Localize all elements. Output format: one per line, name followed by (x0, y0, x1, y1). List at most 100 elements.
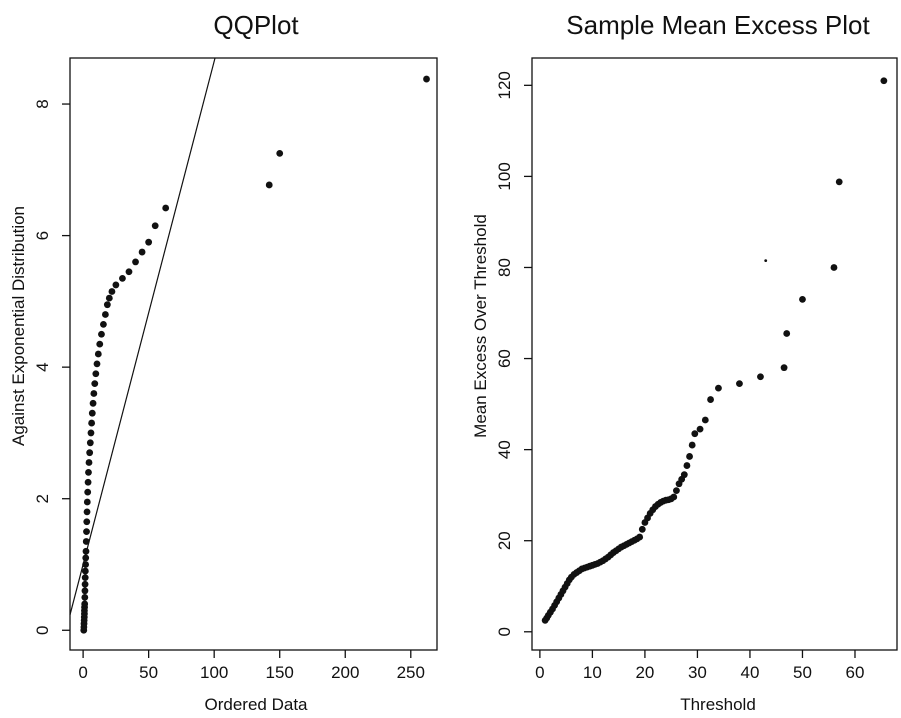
qq-data-point (119, 274, 126, 282)
qq-data-point (82, 547, 90, 555)
qq-plot-frame (69, 57, 438, 651)
mean-excess-data-point (736, 380, 743, 387)
mean-excess-data-point (764, 259, 768, 263)
mean-excess-data-point (757, 373, 764, 381)
mean-excess-data-point (636, 533, 644, 541)
qq-data-point (84, 488, 92, 496)
qq-data-point (125, 268, 133, 276)
mean-excess-plot-y-axis-label: Mean Excess Over Threshold (471, 214, 490, 438)
mean-excess-x-tick-label: 10 (583, 663, 602, 682)
mean-excess-y-tick-label: 60 (495, 349, 514, 368)
qq-data-point (265, 181, 273, 189)
qq-data-point (81, 600, 89, 608)
mean-excess-data-point (707, 396, 714, 403)
mean-excess-x-tick-label: 40 (740, 663, 759, 682)
qq-data-point (85, 469, 92, 476)
qq-data-point (105, 294, 113, 302)
mean-excess-y-tick-label: 120 (495, 71, 514, 99)
mean-excess-data-point (638, 525, 646, 533)
mean-excess-y-tick-label: 0 (495, 627, 514, 636)
qq-y-tick-label: 0 (33, 626, 52, 635)
qq-data-point (83, 528, 90, 535)
qq-data-point (96, 340, 104, 348)
qq-plot: QQPlot 0 50 100 150 200 250 0 2 4 6 8 Ordered Data… (9, 10, 438, 714)
mean-excess-data-point (830, 264, 838, 271)
mean-excess-x-tick-label: 60 (846, 663, 865, 682)
mean-excess-x-tick-label: 20 (635, 663, 654, 682)
qq-data-point (81, 580, 89, 588)
qq-x-tick-label: 250 (397, 663, 425, 682)
mean-excess-data-point (683, 462, 691, 469)
qq-data-point (82, 561, 89, 568)
qq-data-point (89, 399, 97, 407)
mean-excess-x-tick-label: 30 (688, 663, 707, 682)
qq-data-point (151, 222, 159, 230)
mean-excess-data-point (688, 441, 696, 449)
qq-data-point (98, 330, 105, 338)
qq-data-point (101, 311, 109, 318)
qq-data-point (93, 360, 101, 368)
qq-y-tick-label: 8 (33, 99, 52, 108)
qq-data-point (81, 574, 89, 582)
mean-excess-data-point (680, 471, 688, 479)
mean-excess-plot-title: Sample Mean Excess Plot (566, 10, 870, 40)
qq-data-point (276, 149, 284, 157)
mean-excess-data-point (696, 425, 704, 433)
qq-data-point (103, 301, 111, 309)
qq-x-tick-label: 200 (331, 663, 359, 682)
qq-y-tick-label: 6 (33, 231, 52, 240)
qq-data-point (423, 75, 430, 83)
mean-excess-y-tick-label: 20 (495, 531, 514, 550)
qq-data-point (112, 281, 120, 289)
qq-y-tick-label: 2 (33, 494, 52, 503)
qq-data-point (145, 238, 153, 246)
mean-excess-data-point (780, 364, 788, 372)
qq-data-point (162, 204, 170, 212)
mean-excess-data-point (783, 330, 791, 337)
qq-data-point (87, 429, 95, 437)
qq-data-point (88, 409, 96, 417)
mean-excess-plot-x-axis-label: Threshold (680, 695, 756, 714)
qq-data-point (83, 518, 91, 526)
qq-plot-title: QQPlot (213, 10, 299, 40)
qq-data-point (83, 508, 91, 516)
qq-data-point (86, 449, 94, 457)
qq-data-point (83, 498, 91, 506)
qq-x-tick-label: 0 (78, 663, 87, 682)
qq-data-point (88, 419, 96, 427)
qq-plot-x-axis-label: Ordered Data (205, 695, 309, 714)
mean-excess-data-point (691, 430, 699, 438)
mean-excess-data-point (686, 453, 693, 460)
qq-data-point (81, 567, 89, 575)
qq-data-point (85, 459, 93, 466)
mean-excess-data-point (670, 493, 678, 501)
mean-excess-data-point (880, 77, 888, 85)
mean-excess-y-tick-label: 100 (495, 162, 514, 190)
qq-data-point (132, 258, 139, 266)
qq-data-point (81, 587, 89, 595)
mean-excess-x-tick-label: 0 (535, 663, 544, 682)
mean-excess-data-point (799, 295, 806, 303)
qq-data-point (86, 439, 94, 447)
qq-data-point (108, 288, 116, 295)
qq-plot-y-axis-label: Against Exponential Distribution (9, 206, 28, 446)
qq-data-point (82, 554, 90, 562)
qq-y-tick-label: 4 (33, 362, 52, 371)
qq-data-point (100, 321, 107, 328)
qq-data-point (91, 380, 99, 387)
mean-excess-data-point (701, 416, 709, 424)
qq-x-tick-label: 100 (200, 663, 228, 682)
qq-data-point (94, 350, 102, 358)
mean-excess-x-tick-label: 50 (793, 663, 812, 682)
qq-data-point (90, 390, 98, 397)
qq-reference-line (69, 57, 216, 615)
mean-excess-data-point (715, 384, 722, 392)
qq-data-point (81, 593, 89, 601)
mean-excess-data-point (835, 178, 843, 186)
mean-excess-y-tick-label: 80 (495, 258, 514, 277)
mean-excess-plot: Sample Mean Excess Plot 0 10 20 30 40 50 60 0 20… (471, 10, 898, 714)
mean-excess-data-point (673, 487, 680, 495)
qq-data-point (138, 248, 146, 256)
qq-x-tick-label: 150 (266, 663, 294, 682)
